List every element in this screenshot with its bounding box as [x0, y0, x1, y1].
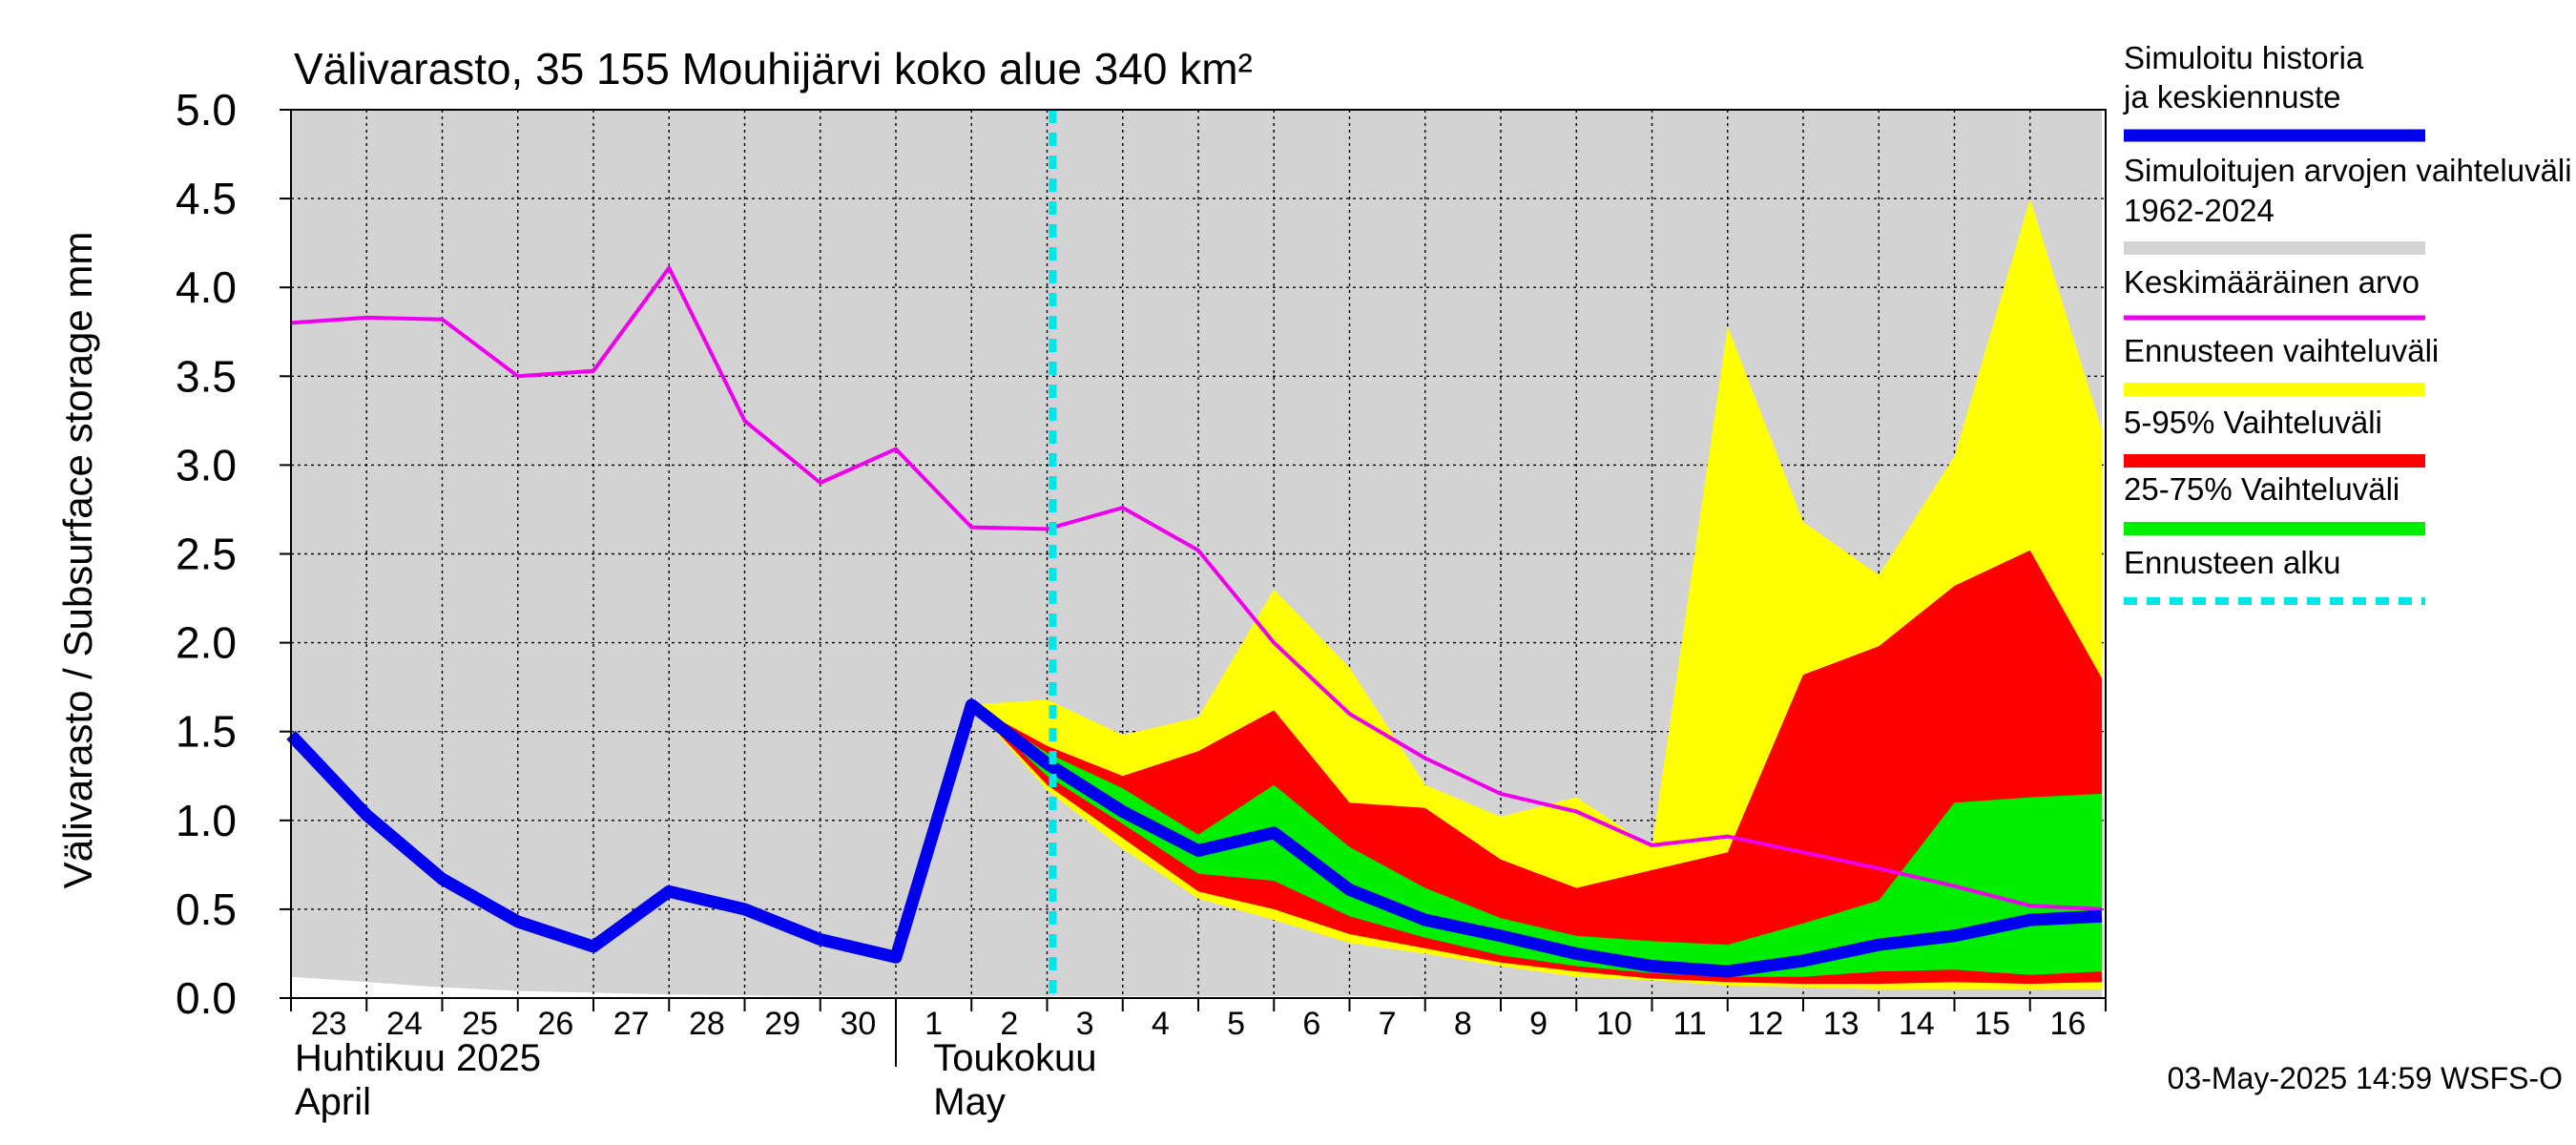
x-tick-label: 25 — [462, 1006, 498, 1042]
legend-label: Keskimääräinen arvo — [2124, 264, 2420, 300]
x-tick-label: 28 — [689, 1006, 725, 1042]
y-tick-label: 5.0 — [176, 85, 237, 135]
month-label-fi: Toukokuu — [933, 1037, 1096, 1079]
x-tick-label: 11 — [1672, 1006, 1706, 1042]
historical-range-band — [291, 110, 2102, 998]
legend-label: Ennusteen alku — [2124, 545, 2341, 580]
x-tick-label: 27 — [613, 1006, 650, 1042]
x-tick-label: 7 — [1379, 1006, 1397, 1042]
x-tick-label: 10 — [1596, 1006, 1632, 1042]
x-tick-label: 14 — [1899, 1006, 1935, 1042]
mean-value-line — [290, 265, 2103, 911]
legend-swatch — [2124, 241, 2425, 255]
y-tick-label: 0.0 — [176, 973, 237, 1023]
legend-label: 5-95% Vaihteluväli — [2124, 405, 2382, 440]
legend-label: 1962-2024 — [2124, 193, 2275, 228]
x-tick-label: 15 — [1974, 1006, 2010, 1042]
simulated-history-line — [286, 698, 2103, 978]
x-tick-label: 23 — [311, 1006, 347, 1042]
y-tick-label: 3.5 — [176, 351, 237, 401]
x-tick-label: 24 — [386, 1006, 423, 1042]
legend-item: Ennusteen vaihteluväli — [2124, 333, 2439, 396]
x-tick-label: 5 — [1227, 1006, 1245, 1042]
footer-timestamp: 03-May-2025 14:59 WSFS-O — [2168, 1061, 2563, 1095]
month-label-en: May — [933, 1081, 1006, 1123]
chart-title: Välivarasto, 35 155 Mouhijärvi koko alue… — [294, 44, 1253, 94]
x-tick-label: 6 — [1302, 1006, 1320, 1042]
month-label-fi: Huhtikuu 2025 — [295, 1037, 541, 1079]
legend-label: Simuloitu historia — [2124, 40, 2364, 75]
legend-item: Ennusteen alku — [2124, 545, 2425, 605]
legend-swatch — [2124, 454, 2425, 468]
legend-item: Keskimääräinen arvo — [2124, 264, 2425, 321]
legend-label: Simuloitujen arvojen vaihteluväli — [2124, 153, 2572, 188]
x-tick-label: 1 — [924, 1006, 943, 1042]
y-tick-label: 0.5 — [176, 885, 237, 934]
y-tick-label: 1.0 — [176, 796, 237, 845]
x-tick-label: 16 — [2049, 1006, 2086, 1042]
legend-item: Simuloitu historia ja keskiennuste — [2123, 40, 2425, 142]
y-tick-label: 4.5 — [176, 174, 237, 223]
legend-swatch — [2124, 383, 2425, 396]
x-tick-label: 29 — [764, 1006, 800, 1042]
legend-label: ja keskiennuste — [2123, 79, 2340, 114]
x-tick-label: 3 — [1076, 1006, 1094, 1042]
y-tick-label: 3.0 — [176, 440, 237, 489]
x-tick-label: 13 — [1823, 1006, 1859, 1042]
y-tick-label: 4.0 — [176, 262, 237, 312]
plot-area — [286, 110, 2106, 998]
legend-item: 5-95% Vaihteluväli — [2124, 405, 2425, 468]
axes: 0.00.51.01.52.02.53.03.54.04.55.023 24 25 2… — [176, 85, 2107, 1123]
legend-item: 25-75% Vaihteluväli — [2124, 471, 2425, 535]
y-axis-label: Välivarasto / Subsurface storage mm — [55, 232, 100, 889]
x-tick-label: 26 — [537, 1006, 573, 1042]
x-tick-label: 8 — [1454, 1006, 1472, 1042]
legend-item: Simuloitujen arvojen vaihteluväli 1962-20… — [2124, 153, 2572, 255]
y-tick-label: 1.5 — [176, 707, 237, 757]
x-tick-label: 2 — [1000, 1006, 1018, 1042]
legend-label: Ennusteen vaihteluväli — [2124, 333, 2439, 368]
y-tick-label: 2.5 — [176, 530, 237, 579]
x-tick-label: 9 — [1529, 1006, 1548, 1042]
month-label-en: April — [295, 1081, 371, 1123]
legend-swatch — [2124, 522, 2425, 535]
legend-label: 25-75% Vaihteluväli — [2124, 471, 2399, 507]
y-tick-label: 2.0 — [176, 618, 237, 668]
x-tick-label: 30 — [840, 1006, 876, 1042]
p25-75-band — [971, 704, 2102, 977]
x-tick-label: 12 — [1747, 1006, 1783, 1042]
x-tick-label: 4 — [1152, 1006, 1170, 1042]
